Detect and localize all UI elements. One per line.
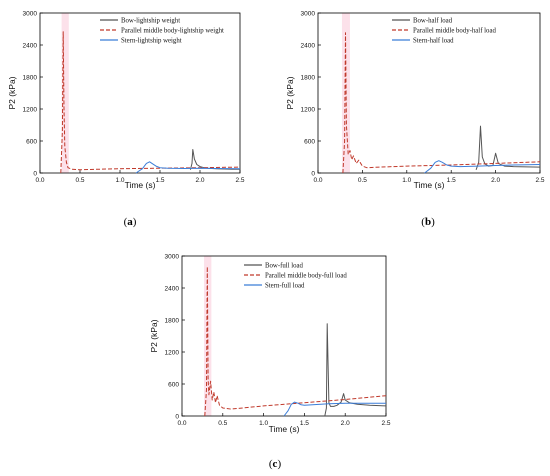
y-tick-label: 1200 [301, 106, 316, 113]
x-tick-label: 0.0 [177, 420, 186, 427]
legend-entry: Stern-lightship weight [121, 37, 182, 44]
x-tick-label: 1.5 [447, 177, 456, 184]
series-line-1 [189, 149, 240, 170]
legend-entry: Bow-full load [265, 262, 304, 269]
y-tick-label: 2400 [23, 42, 38, 49]
plot-frame [317, 12, 541, 174]
legend-entry: Parallel middle body-lightship weight [121, 27, 224, 34]
x-tick-label: 0.5 [75, 177, 84, 184]
legend: Bow-half load Parallel middle body-half l… [392, 17, 496, 44]
y-tick-label: 1800 [23, 74, 38, 81]
x-tick-label: 0.5 [218, 420, 227, 427]
panel-label: (c) [269, 458, 282, 470]
y-axis-title: P2 (kPa) [285, 76, 295, 109]
y-tick-label: 1200 [165, 349, 180, 356]
x-axis-title: Time (s) [269, 424, 300, 434]
series-line-3 [135, 161, 241, 174]
chart-panel-c: 0.0 0.5 1.0 1.5 2.0 2.5 0 600 1200 1800 2400 3000 Ti… [149, 253, 391, 470]
series-line-2 [204, 266, 387, 417]
panel-label: (b) [421, 216, 435, 228]
series-line-3 [283, 401, 386, 417]
plot-frame [39, 12, 241, 174]
legend-entry: Parallel middle body-full load [265, 272, 347, 279]
y-tick-label: 600 [168, 381, 179, 388]
x-tick-label: 2.5 [381, 420, 390, 427]
y-tick-label: 0 [311, 170, 315, 177]
x-tick-label: 0.0 [35, 177, 44, 184]
series-line-1 [324, 323, 387, 417]
panel-label: (a) [124, 216, 137, 228]
x-tick-label: 2.5 [535, 177, 544, 184]
x-tick-label: 1.0 [259, 420, 268, 427]
y-axis-title: P2 (kPa) [7, 76, 17, 109]
x-axis-title: Time (s) [414, 180, 445, 190]
x-tick-label: 1.0 [402, 177, 411, 184]
legend-entry: Bow-lightship weight [121, 17, 180, 24]
legend-entry: Parallel middle body-half load [413, 27, 496, 34]
series-line-2 [60, 31, 241, 174]
x-tick-label: 0.5 [358, 177, 367, 184]
x-tick-label: 1.5 [155, 177, 164, 184]
y-tick-label: 2400 [165, 285, 180, 292]
y-tick-label: 600 [26, 138, 37, 145]
x-tick-label: 2.0 [195, 177, 204, 184]
y-tick-label: 1800 [301, 74, 316, 81]
series-line-3 [424, 160, 541, 174]
chart-panel-b: 0.0 0.5 1.0 1.5 2.0 2.5 0 600 1200 1800 2400 3000 Ti… [285, 10, 545, 228]
series-line-2 [342, 32, 541, 174]
y-tick-label: 1800 [165, 317, 180, 324]
legend: Bow-lightship weight Parallel middle body… [100, 17, 224, 44]
y-axis-title: P2 (kPa) [149, 319, 159, 352]
legend-entry: Bow-half load [413, 17, 453, 24]
y-tick-label: 0 [33, 170, 37, 177]
x-axis-title: Time (s) [125, 180, 156, 190]
y-tick-label: 2400 [301, 42, 316, 49]
legend-entry: Stern-full load [265, 282, 305, 289]
x-tick-label: 0.0 [313, 177, 322, 184]
x-tick-label: 1.0 [115, 177, 124, 184]
y-tick-label: 3000 [165, 253, 180, 260]
plot-frame [181, 255, 387, 417]
x-tick-label: 2.5 [235, 177, 244, 184]
chart-panel-a: 0.0 0.5 1.0 1.5 2.0 2.5 0 600 1200 1800 2400 3000 Ti… [7, 10, 245, 228]
y-tick-label: 1200 [23, 106, 38, 113]
x-tick-label: 1.5 [300, 420, 309, 427]
x-tick-label: 2.0 [341, 420, 350, 427]
y-tick-label: 600 [304, 138, 315, 145]
y-tick-label: 0 [175, 413, 179, 420]
legend: Bow-full load Parallel middle body-full l… [244, 262, 347, 289]
y-tick-label: 3000 [23, 10, 38, 17]
legend-entry: Stern-half load [413, 37, 454, 44]
x-tick-label: 2.0 [491, 177, 500, 184]
impact-shade-band [61, 13, 69, 173]
y-tick-label: 3000 [301, 10, 316, 17]
